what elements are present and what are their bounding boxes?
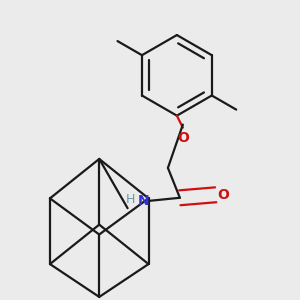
Text: H: H [126,193,135,206]
Text: N: N [138,194,150,208]
Text: O: O [217,188,229,202]
Text: O: O [177,131,189,145]
